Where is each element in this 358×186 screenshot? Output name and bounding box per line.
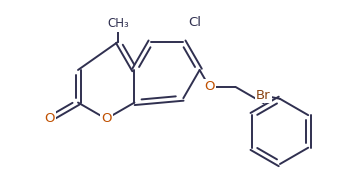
- Text: O: O: [44, 112, 55, 125]
- Text: Cl: Cl: [188, 15, 201, 28]
- Text: O: O: [101, 112, 111, 125]
- Text: Br: Br: [256, 89, 271, 102]
- Text: CH₃: CH₃: [107, 17, 129, 30]
- Text: O: O: [204, 80, 215, 93]
